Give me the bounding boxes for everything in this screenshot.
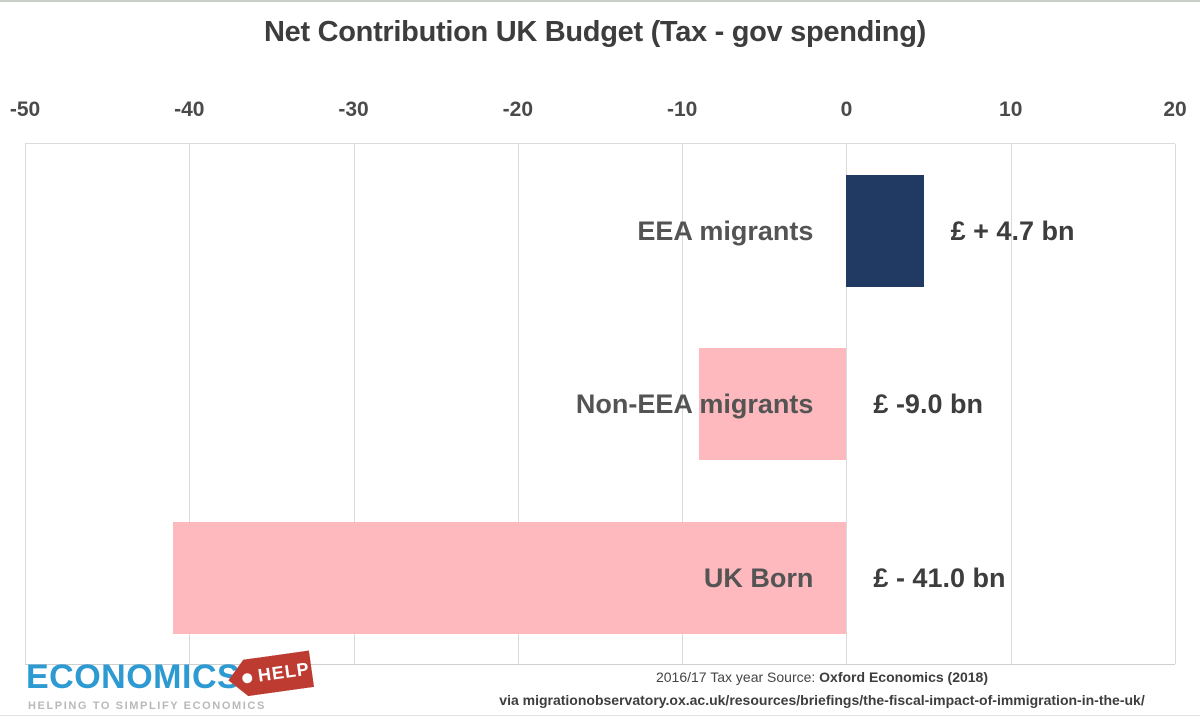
- plot-area: EEA migrants £ + 4.7 bn Non-EEA migrants £ …: [25, 143, 1176, 665]
- x-axis-tick-label: 10: [999, 98, 1023, 121]
- category-label: EEA migrants: [637, 216, 814, 246]
- x-axis-tick-label: -20: [502, 98, 534, 121]
- x-axis-tick-label: 20: [1163, 98, 1187, 121]
- gridline: [517, 144, 519, 664]
- logo-tagline: HELPING TO SIMPLIFY ECONOMICS: [28, 700, 266, 712]
- x-axis-tick-label: -50: [9, 98, 41, 121]
- x-axis-tick-label: -10: [666, 98, 698, 121]
- bar-non-eea-migrants: [698, 348, 847, 460]
- gridline: [353, 144, 355, 664]
- category-label: UK Born: [703, 563, 814, 593]
- source-prefix: 2016/17 Tax year Source:: [655, 669, 820, 685]
- source-caption: 2016/17 Tax year Source: Oxford Economic…: [452, 666, 1192, 712]
- source-name: Oxford Economics (2018): [819, 669, 988, 685]
- x-axis-tick-label: -30: [338, 98, 369, 121]
- gridline: [846, 144, 848, 664]
- bar-eea-migrants: [846, 175, 924, 287]
- economics-help-logo: ECONOMICS HELP HELPING TO SIMPLIFY ECONO…: [26, 648, 336, 716]
- gridline: [25, 144, 26, 664]
- x-axis-tick-label: 0: [840, 98, 853, 121]
- gridline: [1010, 144, 1012, 664]
- source-line-2: via migrationobservatory.ox.ac.uk/resour…: [499, 692, 1145, 708]
- value-label: £ -9.0 bn: [873, 389, 983, 419]
- gridline: [1175, 144, 1176, 664]
- chart-title: Net Contribution UK Budget (Tax - gov sp…: [264, 16, 926, 48]
- bar-uk-born: [172, 522, 847, 634]
- value-label: £ - 41.0 bn: [873, 563, 1006, 593]
- value-label: £ + 4.7 bn: [950, 216, 1075, 246]
- x-axis-tick-label: -40: [174, 98, 205, 121]
- gridline: [682, 144, 684, 664]
- tag-label: HELP: [256, 658, 311, 686]
- logo-brand-text: ECONOMICS: [26, 658, 241, 696]
- page-top-edge: [0, 0, 1200, 2]
- tag-hole-icon: [242, 673, 253, 684]
- category-label: Non-EEA migrants: [575, 389, 814, 419]
- page-bottom-edge: [0, 715, 1200, 716]
- source-line-1: 2016/17 Tax year Source: Oxford Economic…: [452, 666, 1192, 689]
- gridline: [189, 144, 191, 664]
